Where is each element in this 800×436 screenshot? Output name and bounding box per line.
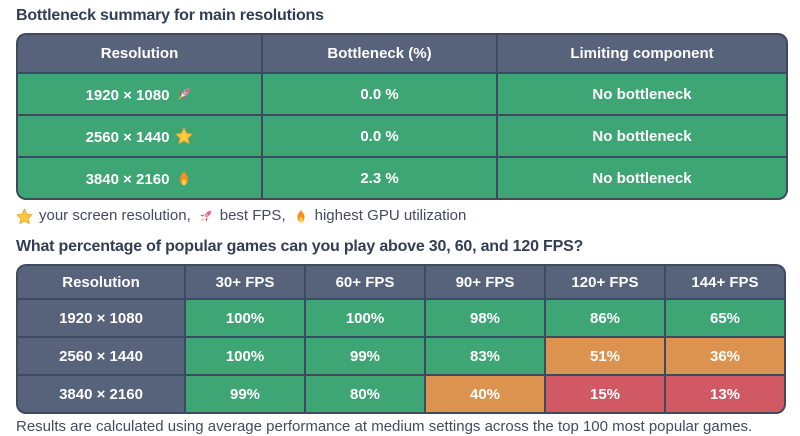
resolution-cell: 1920 × 1080 — [18, 74, 261, 114]
rocket-icon — [197, 208, 214, 224]
table-header-row: Resolution 30+ FPS 60+ FPS 90+ FPS 120+ … — [18, 266, 784, 298]
resolution-cell: 2560 × 1440 — [18, 116, 261, 156]
star-icon — [175, 127, 193, 144]
resolution-cell: 1920 × 1080 — [18, 300, 184, 336]
header-cell-90fps: 90+ FPS — [426, 266, 544, 298]
header-cell-30fps: 30+ FPS — [186, 266, 304, 298]
table-row: 2560 × 1440 0.0 % No bottleneck — [18, 116, 786, 156]
fps-table: Resolution 30+ FPS 60+ FPS 90+ FPS 120+ … — [16, 264, 786, 414]
table-row: 2560 × 1440 100% 99% 83% 51% 36% — [18, 338, 784, 374]
fps-percentage-title: What percentage of popular games can you… — [16, 238, 584, 255]
resolution-cell: 3840 × 2160 — [18, 158, 261, 198]
fps-cell: 86% — [546, 300, 664, 336]
fps-cell: 99% — [186, 376, 304, 412]
limiting-component-cell: No bottleneck — [498, 158, 786, 198]
bottleneck-cell: 0.0 % — [263, 116, 496, 156]
resolution-label: 1920 × 1080 — [85, 86, 170, 104]
fps-cell: 15% — [546, 376, 664, 412]
header-cell-bottleneck: Bottleneck (%) — [263, 35, 496, 72]
header-cell-120fps: 120+ FPS — [546, 266, 664, 298]
fps-cell: 98% — [426, 300, 544, 336]
fire-icon — [297, 208, 305, 223]
legend-star-label: your screen resolution, — [39, 207, 191, 224]
resolution-cell: 3840 × 2160 — [18, 376, 184, 412]
fps-cell: 99% — [306, 338, 424, 374]
results-footnote: Results are calculated using average per… — [16, 418, 753, 435]
resolution-label: 2560 × 1440 — [85, 128, 170, 146]
fps-cell: 80% — [306, 376, 424, 412]
legend: your screen resolution, best FPS, highes… — [16, 206, 786, 226]
fps-cell: 83% — [426, 338, 544, 374]
resolution-label: 3840 × 2160 — [85, 170, 170, 188]
bottleneck-cell: 0.0 % — [263, 74, 496, 114]
legend-rocket-label: best FPS, — [219, 207, 286, 224]
table-header-row: Resolution Bottleneck (%) Limiting compo… — [18, 35, 786, 72]
resolution-cell: 2560 × 1440 — [18, 338, 184, 374]
header-cell-60fps: 60+ FPS — [306, 266, 424, 298]
star-icon — [16, 208, 33, 224]
header-cell-limiting-component: Limiting component — [498, 35, 786, 72]
limiting-component-cell: No bottleneck — [498, 116, 786, 156]
table-row: 1920 × 1080 100% 100% 98% 86% 65% — [18, 300, 784, 336]
fps-cell: 100% — [306, 300, 424, 336]
table-row: 1920 × 1080 0.0 % No bottleneck — [18, 74, 786, 114]
rocket-icon — [174, 83, 195, 104]
bottleneck-table: Resolution Bottleneck (%) Limiting compo… — [16, 33, 788, 200]
limiting-component-cell: No bottleneck — [498, 74, 786, 114]
bottleneck-summary-title: Bottleneck summary for main resolutions — [16, 7, 324, 24]
fps-cell: 51% — [546, 338, 664, 374]
fps-cell: 100% — [186, 338, 304, 374]
header-cell-resolution: Resolution — [18, 35, 261, 72]
fps-cell: 100% — [186, 300, 304, 336]
bottleneck-cell: 2.3 % — [263, 158, 496, 198]
table-row: 3840 × 2160 99% 80% 40% 15% 13% — [18, 376, 784, 412]
legend-fire-label: highest GPU utilization — [314, 207, 467, 224]
fire-icon — [180, 169, 189, 185]
fps-cell: 40% — [426, 376, 544, 412]
fps-cell: 13% — [666, 376, 784, 412]
header-cell-resolution: Resolution — [18, 266, 184, 298]
fps-cell: 65% — [666, 300, 784, 336]
table-row: 3840 × 2160 2.3 % No bottleneck — [18, 158, 786, 198]
header-cell-144fps: 144+ FPS — [666, 266, 784, 298]
fps-cell: 36% — [666, 338, 784, 374]
